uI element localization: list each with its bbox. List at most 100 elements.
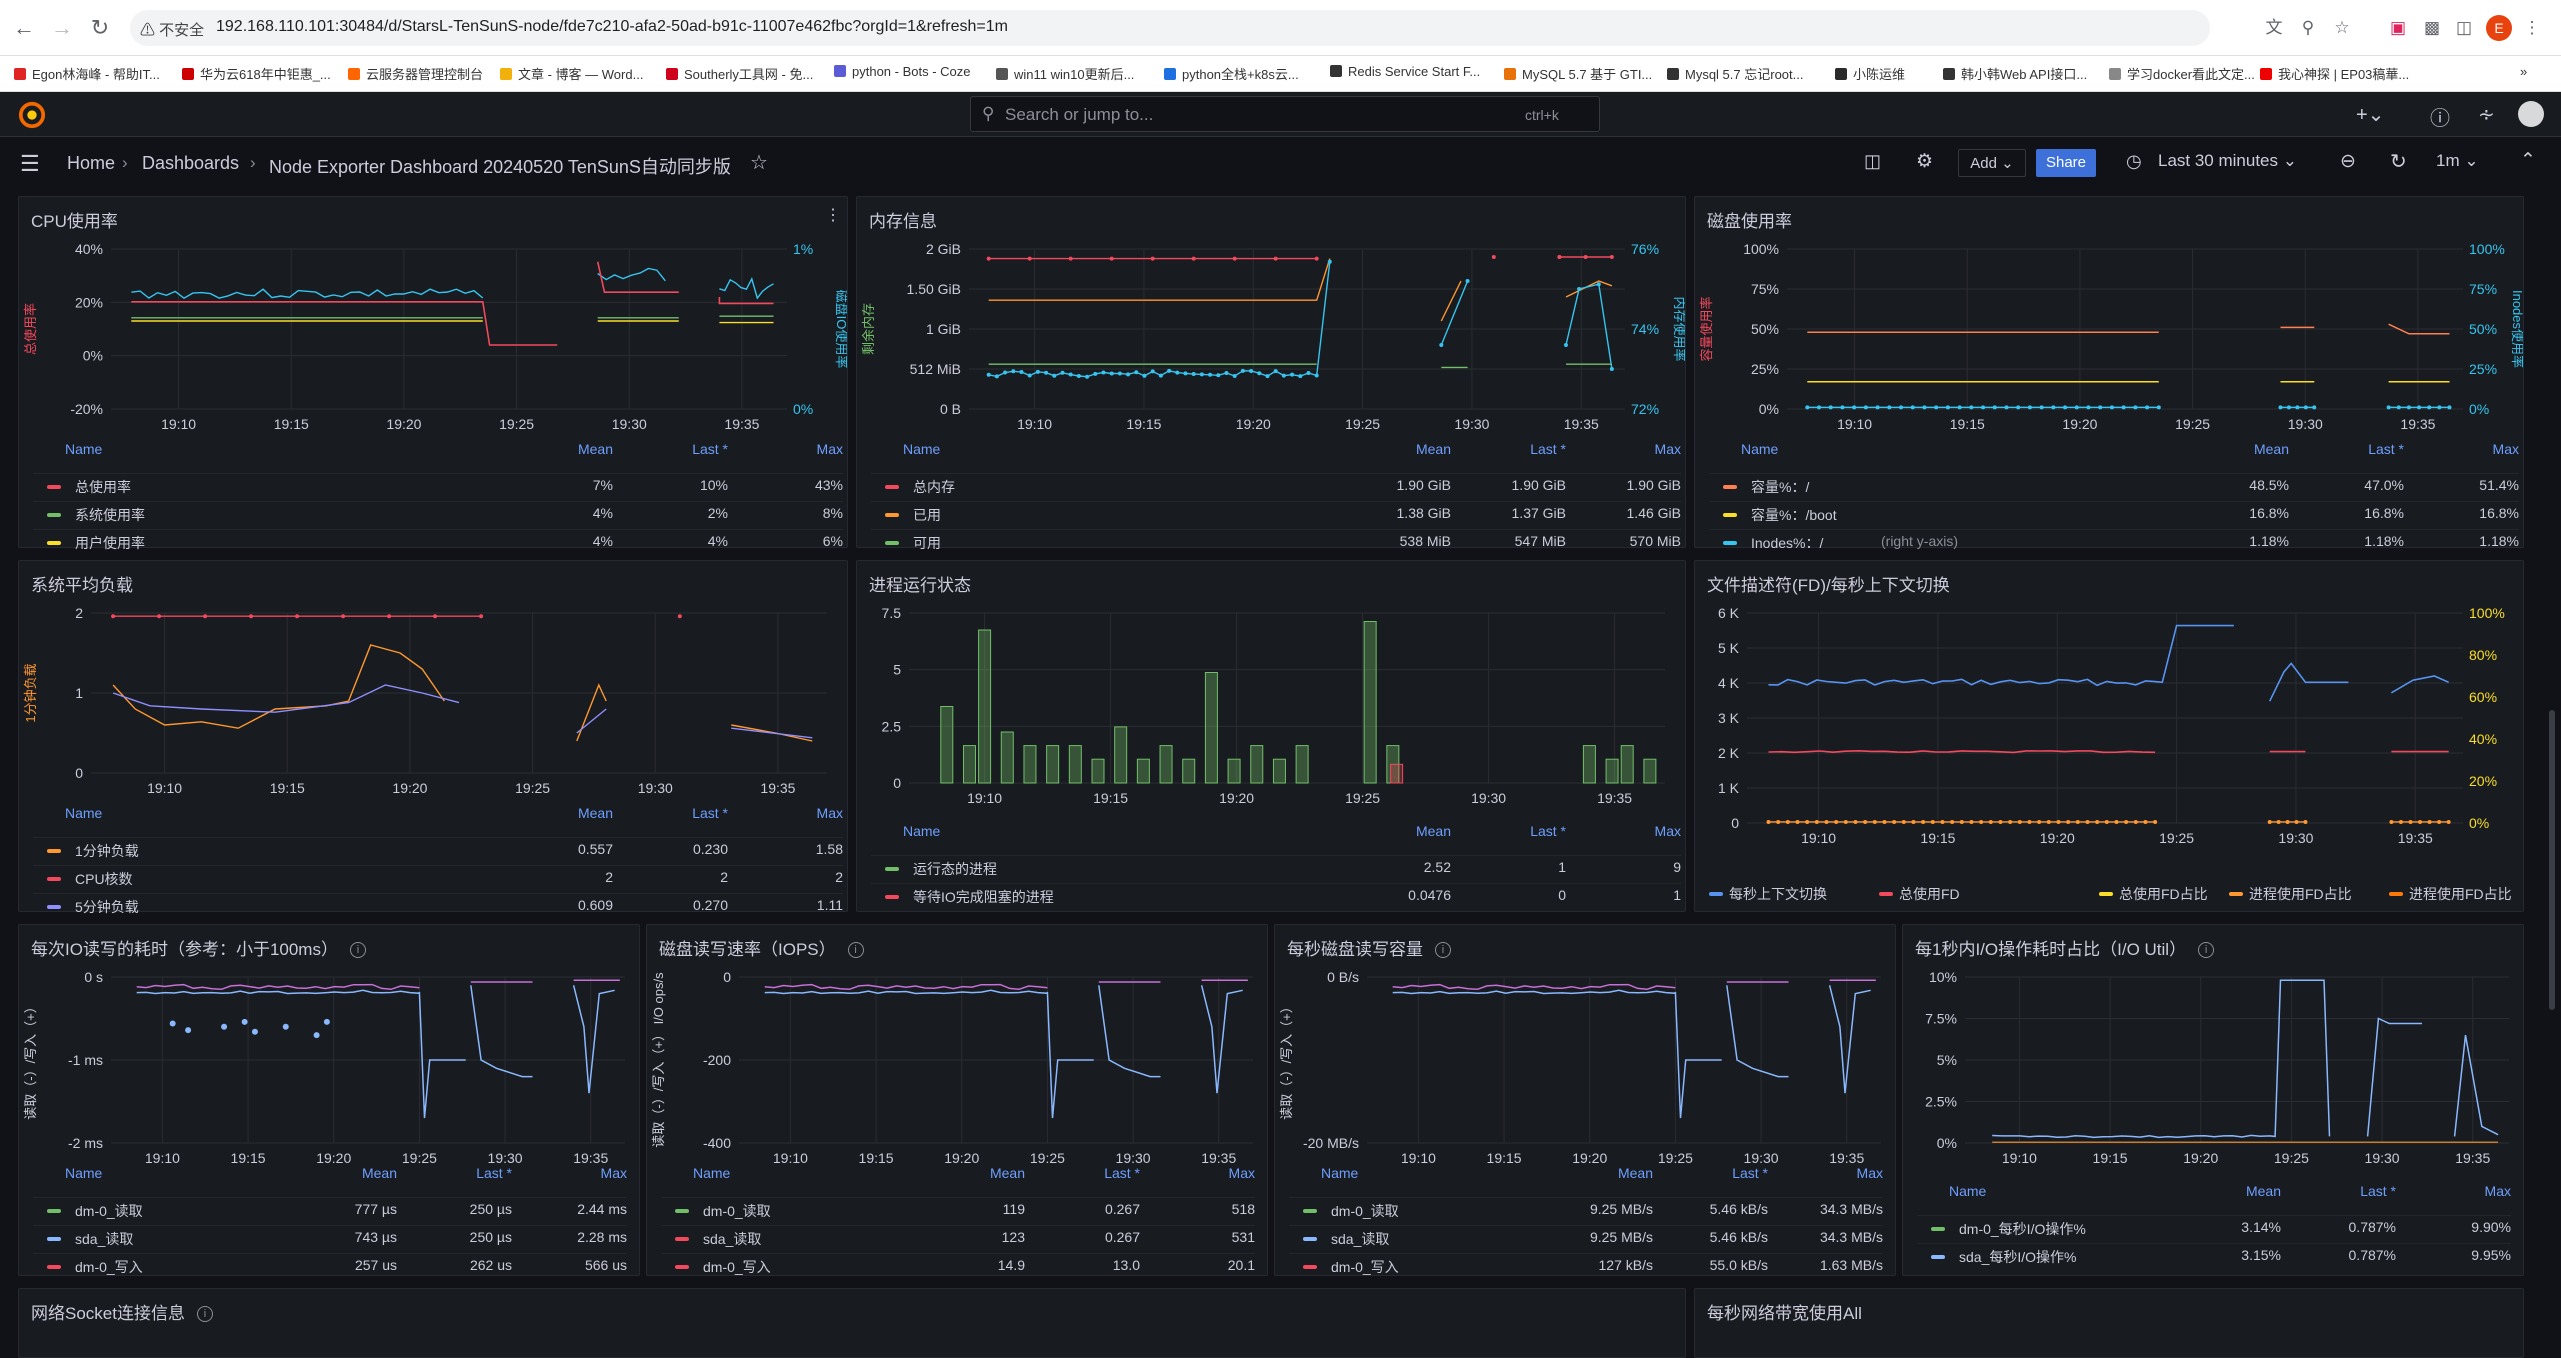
legend-row[interactable]: 运行态的进程 2.52 1 9 [871,855,1681,883]
chart-plot[interactable]: 0 s -1 ms -2 ms 19:10 19:15 19:20 19:25 19:30 19… [21,965,639,1171]
legend-row[interactable]: 总使用率 7% 10% 43% [33,473,843,501]
legend-header-max[interactable]: Max [1654,823,1681,839]
bookmark-item[interactable]: 小陈运维 [1835,64,1905,83]
legend-row[interactable]: sda_读取 9.25 MB/s 5.46 kB/s 34.3 MB/s [1289,1225,1883,1253]
legend-row[interactable]: dm-0_每秒I/O操作% 3.14% 0.787% 9.90% [1917,1215,2511,1243]
legend-row[interactable]: dm-0_写入 14.9 13.0 20.1 [661,1253,1255,1281]
panel-bwall[interactable]: 每秒网络带宽使用All [1694,1288,2524,1358]
info-icon[interactable]: i [1435,942,1451,958]
legend-header-last[interactable]: Last * [692,441,728,457]
sidepanel-icon[interactable]: ◫ [2455,18,2473,37]
legend-row[interactable]: 容量%：/ 48.5% 47.0% 51.4% [1709,473,2519,501]
legend-header-last[interactable]: Last * [1732,1165,1768,1181]
chart-plot[interactable]: 2 1 0 19:10 19:15 19:20 19:25 19:30 19:35 1分钟负载 [21,601,847,801]
panel-bw[interactable]: 每秒磁盘读写容量 i 0 B/s -20 MB/s 19:10 19:15 19:20 19:… [1274,924,1896,1276]
new-plus-icon[interactable]: +⌄ [2356,104,2385,126]
legend-header-max[interactable]: Max [816,805,843,821]
panel-util[interactable]: 每1秒内I/O操作耗时占比（I/O Util） i 10% 7.5% 5% 2.5% 0% 1… [1902,924,2524,1276]
legend-header-name[interactable]: Name [1741,441,1779,457]
legend-header-mean[interactable]: Mean [1415,823,1451,839]
legend-header-last[interactable]: Last * [1530,441,1566,457]
address-bar[interactable] [130,10,2210,46]
favorite-star-icon[interactable]: ☆ [750,152,768,174]
legend-row[interactable]: dm-0_读取 9.25 MB/s 5.46 kB/s 34.3 MB/s [1289,1197,1883,1225]
settings-gear-icon[interactable]: ⚙ [1916,151,1934,172]
legend-header-name[interactable]: Name [903,823,941,839]
grafana-logo-icon[interactable] [18,101,46,129]
info-icon[interactable]: i [847,942,864,958]
profile-avatar[interactable]: E [2486,15,2512,41]
legend-row[interactable]: Inodes%：/ (right y-axis) 1.18% 1.18% 1.18% [1709,529,2519,557]
chart-plot[interactable]: 7.5 5 2.5 0 19:10 19:15 19:20 19:25 19:30 19:35 [859,601,1685,811]
panel-proc[interactable]: 进程运行状态 7.5 5 2.5 0 19:10 19:15 19:20 19:25 19:30 1… [856,560,1686,912]
legend-header-last[interactable]: Last * [2368,441,2404,457]
refresh-interval-picker[interactable]: 1m ⌄ [2436,151,2479,170]
legend-row[interactable]: 总内存 1.90 GiB 1.90 GiB 1.90 GiB [871,473,1681,501]
legend-row[interactable]: 用户使用率 4% 4% 6% [33,529,843,557]
add-button[interactable]: Add ⌄ [1958,149,2026,177]
legend-header-max[interactable]: Max [2484,1183,2511,1199]
extension-icon[interactable]: ▣ [2389,18,2407,37]
panel-disk[interactable]: 磁盘使用率 100% 75% 50% 25% 0% 100% 75% 50% 25% 0% 19:10… [1694,196,2524,551]
bookmark-item[interactable]: 云服务器管理控制台 [348,64,483,83]
bookmark-item[interactable]: python - Bots - Coze [834,64,971,79]
legend-row[interactable]: 系统使用率 4% 2% 8% [33,501,843,529]
breadcrumb-dashboards[interactable]: Dashboards [142,153,240,173]
time-range-picker[interactable]: Last 30 minutes ⌄ [2158,151,2297,170]
bookmark-item[interactable]: python全栈+k8s云... [1164,64,1299,83]
legend-header-name[interactable]: Name [903,441,941,457]
legend-row[interactable]: dm-0_读取 777 µs 250 µs 2.44 ms [33,1197,627,1225]
browser-menu-icon[interactable]: ⋮ [2523,18,2541,37]
legend-header-max[interactable]: Max [816,441,843,457]
share-button[interactable]: Share [2036,149,2096,177]
chart-plot[interactable]: 10% 7.5% 5% 2.5% 0% 19:10 19:15 19:20 19:25 19:30… [1905,965,2523,1171]
bookmark-item[interactable]: Egon林海峰 - 帮助IT... [14,64,160,83]
info-icon[interactable]: i [2198,942,2215,958]
legend-row[interactable]: dm-0_写入 127 kB/s 55.0 kB/s 1.63 MB/s [1289,1253,1883,1281]
back-icon[interactable]: ← [13,15,35,40]
legend-header-last[interactable]: Last * [692,805,728,821]
refresh-icon[interactable]: ↻ [2390,151,2407,173]
legend-row[interactable]: 5分钟负载 0.609 0.270 1.11 [33,893,843,921]
panel-iops[interactable]: 磁盘读写速率（IOPS） i 0 -200 -400 19:10 19:15 19:20 19:… [646,924,1268,1276]
legend-header-mean[interactable]: Mean [2253,441,2289,457]
menu-icon[interactable]: ☰ [20,151,40,176]
legend-header-mean[interactable]: Mean [2245,1183,2281,1199]
legend-header-name[interactable]: Name [693,1165,731,1181]
panel-net[interactable]: 网络Socket连接信息 i [18,1288,1686,1358]
legend-header-name[interactable]: Name [65,805,103,821]
legend-header-max[interactable]: Max [600,1165,627,1181]
chart-plot[interactable]: 40% 20% 0% -20% 1% 0% 19:10 19:15 19:20 19:25 19:3… [21,237,847,437]
legend-row[interactable]: 已用 1.38 GiB 1.37 GiB 1.46 GiB [871,501,1681,529]
legend-header-mean[interactable]: Mean [577,805,613,821]
scrollbar-thumb[interactable] [2549,710,2555,1010]
panel-load[interactable]: 系统平均负载 2 1 0 19:10 19:15 19:20 19:25 19:30 19:35 1… [18,560,848,915]
bookmark-item[interactable]: 文章 - 博客 — Word... [500,64,643,83]
legend-header-mean[interactable]: Mean [1617,1165,1653,1181]
bookmark-item[interactable]: win11 win10更新后... [996,64,1134,83]
bookmarks-more-icon[interactable]: » [2520,64,2528,79]
legend-row[interactable]: CPU核数 2 2 2 [33,865,843,893]
legend-row[interactable]: 可用 538 MiB 547 MiB 570 MiB [871,529,1681,557]
panel-fd[interactable]: 文件描述符(FD)/每秒上下文切换 6 K 5 K 4 K 3 K 2 K 1 K 0 100%… [1694,560,2524,912]
legend-header-last[interactable]: Last * [1104,1165,1140,1181]
url-text[interactable]: 192.168.110.101:30484/d/StarsL-TenSunS-n… [216,18,1008,35]
bookmark-star-icon[interactable]: ☆ [2334,18,2350,37]
legend-header-last[interactable]: Last * [2360,1183,2396,1199]
news-rss-icon[interactable]: ∻ [2478,104,2495,126]
help-icon[interactable]: ⓘ [2430,108,2450,130]
save-icon[interactable]: ◫ [1864,151,1882,171]
panel-mem[interactable]: 内存信息 2 GiB 1.50 GiB 1 GiB 512 MiB 0 B 76% 74% 72… [856,196,1686,551]
legend-header-name[interactable]: Name [1321,1165,1359,1181]
bookmark-item[interactable]: MySQL 5.7 基于 GTI... [1504,64,1652,83]
legend-header-max[interactable]: Max [2492,441,2519,457]
bookmark-item[interactable]: 华为云618年中钜惠_... [182,64,331,83]
legend-header-mean[interactable]: Mean [1415,441,1451,457]
legend-header-last[interactable]: Last * [1530,823,1566,839]
legend-header-last[interactable]: Last * [476,1165,512,1181]
legend-header-mean[interactable]: Mean [361,1165,397,1181]
bookmark-item[interactable]: 学习docker看此文定... [2109,64,2255,83]
search-box[interactable] [970,96,1600,132]
zoom-icon[interactable]: ⚲ [2301,18,2315,37]
puzzle-icon[interactable]: ▩ [2423,18,2441,37]
